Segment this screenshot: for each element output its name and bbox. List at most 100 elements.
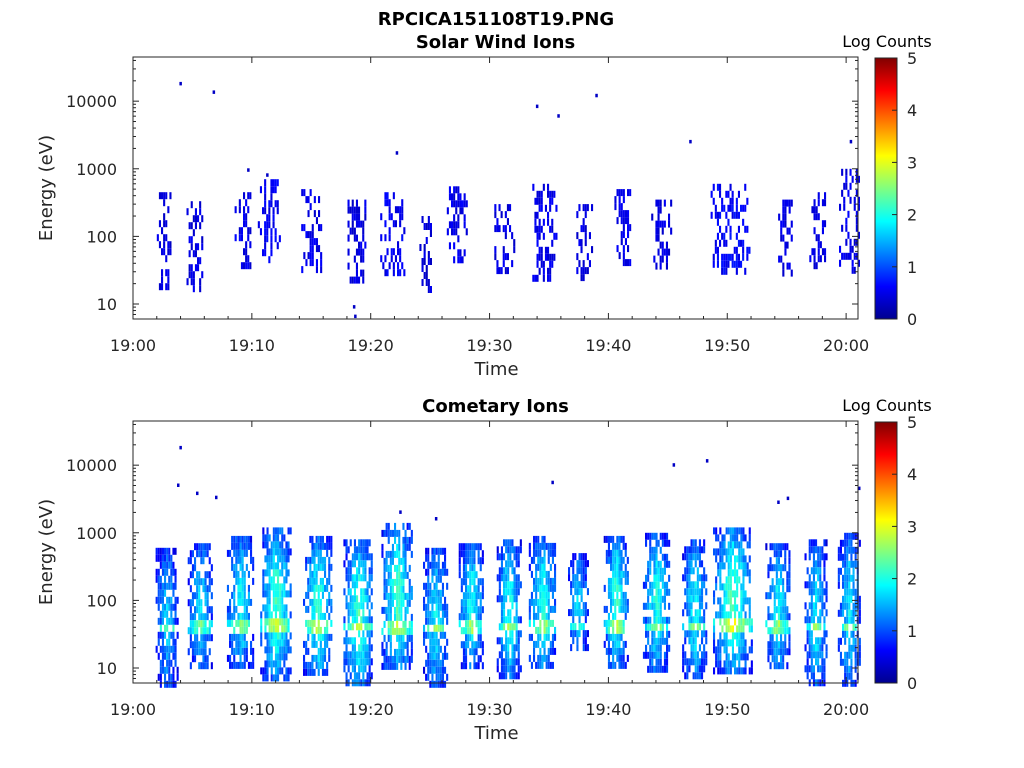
- cell: [347, 651, 350, 659]
- cell: [252, 647, 255, 655]
- cell: [852, 560, 855, 568]
- cell: [351, 276, 354, 284]
- cell: [616, 549, 619, 557]
- cell: [505, 637, 508, 645]
- cell: [653, 581, 656, 589]
- cell: [283, 590, 286, 598]
- cell: [394, 606, 397, 614]
- cell: [659, 588, 662, 596]
- cell: [362, 248, 365, 256]
- cell: [391, 550, 394, 558]
- cell: [206, 585, 209, 593]
- cell: [574, 581, 577, 589]
- cell: [535, 535, 538, 543]
- cell: [389, 585, 392, 593]
- cell: [431, 561, 434, 569]
- cell: [578, 630, 581, 638]
- cell: [618, 570, 621, 578]
- cell: [172, 645, 175, 653]
- cell: [435, 610, 438, 618]
- cell: [808, 553, 811, 561]
- cell: [819, 637, 822, 645]
- cell: [349, 609, 352, 617]
- cell: [169, 248, 172, 256]
- cell: [775, 571, 778, 579]
- cell: [812, 567, 815, 575]
- cell: [161, 631, 164, 639]
- cell: [537, 633, 540, 641]
- cell: [721, 548, 724, 556]
- y-tick-label: 1000: [76, 160, 117, 179]
- cell: [431, 631, 434, 639]
- cell: [410, 648, 413, 656]
- cell: [206, 571, 209, 579]
- cell: [568, 609, 571, 617]
- cell: [715, 653, 718, 661]
- cell: [324, 612, 327, 620]
- cell: [402, 550, 405, 558]
- cell: [777, 585, 780, 593]
- cell: [281, 597, 284, 605]
- cell: [206, 627, 209, 635]
- cell: [345, 539, 348, 547]
- cell: [616, 591, 619, 599]
- cell: [457, 200, 460, 208]
- cell: [381, 662, 384, 670]
- cell: [540, 260, 543, 268]
- cell: [723, 562, 726, 570]
- cell: [384, 255, 387, 263]
- cell: [467, 550, 470, 558]
- cell: [358, 609, 361, 617]
- cell: [570, 560, 573, 568]
- cell: [721, 639, 724, 647]
- cell: [616, 577, 619, 585]
- cell: [535, 640, 538, 648]
- cell: [769, 543, 772, 551]
- cell: [530, 633, 533, 641]
- cell: [627, 217, 630, 225]
- cell: [441, 624, 444, 632]
- cell: [268, 625, 271, 633]
- cell: [713, 527, 716, 535]
- cell: [545, 577, 548, 585]
- cell: [270, 555, 273, 563]
- cell: [164, 610, 167, 618]
- cell: [515, 630, 518, 638]
- cell: [433, 624, 436, 632]
- cell: [370, 588, 373, 596]
- cell: [682, 574, 685, 582]
- cell: [481, 592, 484, 600]
- cell: [734, 660, 737, 668]
- cell: [688, 616, 691, 624]
- cell: [692, 658, 695, 666]
- cell: [540, 253, 543, 261]
- cell: [545, 626, 548, 634]
- cell: [688, 665, 691, 673]
- cell: [235, 577, 238, 585]
- cell: [740, 260, 743, 268]
- cell: [649, 532, 652, 540]
- cell: [427, 223, 430, 230]
- cell: [311, 619, 314, 627]
- cell: [725, 590, 728, 598]
- cell: [509, 623, 512, 631]
- cell: [439, 624, 442, 632]
- cell: [821, 658, 824, 666]
- cell: [736, 604, 739, 612]
- cell: [694, 616, 697, 624]
- cell: [161, 645, 164, 653]
- cell: [446, 638, 449, 646]
- colorbar-tick-label: 5: [907, 413, 917, 432]
- cell: [247, 598, 250, 606]
- burst-15: [778, 199, 793, 277]
- cell: [645, 532, 648, 540]
- cell: [554, 563, 557, 571]
- cell: [444, 596, 447, 604]
- cell: [285, 618, 288, 626]
- cell: [383, 592, 386, 600]
- cell: [204, 585, 207, 593]
- cell: [549, 605, 552, 613]
- cell: [549, 190, 552, 198]
- cell: [351, 206, 354, 214]
- cell: [810, 595, 813, 603]
